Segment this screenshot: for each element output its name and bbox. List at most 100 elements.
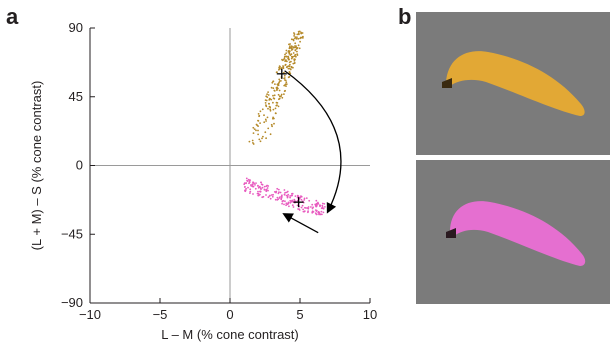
x-tick-label: −5 [153, 307, 168, 322]
x-tick-label: 5 [296, 307, 303, 322]
data-point [263, 188, 266, 191]
data-point [285, 52, 288, 54]
data-point [248, 140, 251, 143]
data-point [288, 65, 291, 68]
data-point [288, 43, 290, 46]
data-point [296, 33, 299, 36]
data-point [289, 63, 291, 66]
data-point [246, 180, 249, 183]
data-point [243, 182, 246, 185]
data-point [297, 37, 300, 40]
data-point [245, 177, 248, 180]
data-point [319, 213, 322, 216]
data-point [250, 184, 252, 186]
data-point [295, 37, 298, 40]
data-point [257, 184, 259, 187]
data-point [283, 74, 286, 77]
y-tick-label: −90 [61, 295, 83, 310]
data-point [290, 49, 293, 51]
data-point [290, 47, 293, 50]
data-point [297, 30, 300, 33]
data-point [249, 192, 251, 195]
data-point [261, 137, 263, 140]
data-point [278, 65, 281, 67]
data-point [252, 193, 254, 195]
data-point [291, 194, 293, 197]
data-point [259, 122, 261, 124]
data-point [278, 89, 281, 92]
data-point [271, 125, 273, 128]
data-point [264, 131, 267, 134]
data-point [290, 38, 293, 41]
data-point [267, 189, 269, 192]
x-axis-title: L – M (% cone contrast) [161, 327, 299, 342]
data-point [315, 210, 318, 213]
data-point [264, 99, 267, 101]
data-point [257, 113, 260, 115]
data-point [285, 85, 287, 87]
data-point [286, 66, 289, 68]
data-point [265, 137, 267, 140]
data-point [273, 94, 276, 97]
axes: −10 −5 0 5 10 −90 −45 0 45 90 [61, 20, 377, 322]
scatter-chart: −10 −5 0 5 10 −90 −45 0 45 90 L – M (% cone contr… [29, 20, 377, 342]
data-point [274, 107, 277, 110]
data-point [320, 210, 323, 213]
data-point [251, 139, 254, 142]
data-point [249, 190, 252, 193]
data-point [279, 191, 282, 194]
data-point [265, 194, 267, 196]
data-point [283, 203, 285, 206]
data-point [283, 84, 286, 87]
data-point [283, 77, 285, 80]
data-point [294, 37, 296, 40]
data-point [271, 195, 274, 198]
data-point [292, 38, 295, 41]
data-point [267, 107, 269, 110]
banana-yellow-image [442, 51, 585, 117]
data-point [307, 207, 310, 210]
data-point [281, 59, 284, 62]
data-point [275, 104, 278, 107]
data-point [258, 194, 260, 197]
data-point [280, 195, 283, 198]
data-point [255, 129, 257, 132]
annotations [282, 70, 342, 234]
data-point [288, 205, 290, 208]
data-point [296, 53, 299, 55]
data-point [268, 102, 270, 105]
data-point [286, 203, 289, 206]
data-point [274, 198, 277, 201]
data-point [267, 127, 270, 130]
data-point [303, 199, 306, 201]
data-point [269, 197, 272, 200]
data-point [285, 204, 287, 207]
data-point [272, 94, 274, 97]
data-point [307, 206, 310, 208]
data-point [298, 47, 301, 50]
data-point [292, 46, 295, 49]
data-point [290, 45, 293, 48]
data-point [324, 206, 326, 208]
data-point [299, 36, 302, 39]
data-point [268, 195, 271, 197]
data-point [289, 54, 292, 56]
data-point [303, 197, 306, 200]
data-point [266, 93, 268, 96]
data-point [274, 83, 276, 85]
data-point [302, 210, 305, 213]
data-point [288, 61, 291, 64]
data-point [323, 203, 326, 205]
data-point [283, 93, 285, 95]
data-point [252, 126, 255, 129]
data-point [261, 196, 264, 199]
data-point [304, 206, 306, 209]
data-point [281, 200, 284, 203]
data-point [322, 207, 325, 210]
data-point [267, 185, 270, 187]
data-point [275, 112, 277, 115]
data-point [290, 200, 293, 203]
data-point [276, 86, 279, 89]
data-point [287, 76, 290, 79]
data-point [289, 196, 291, 199]
